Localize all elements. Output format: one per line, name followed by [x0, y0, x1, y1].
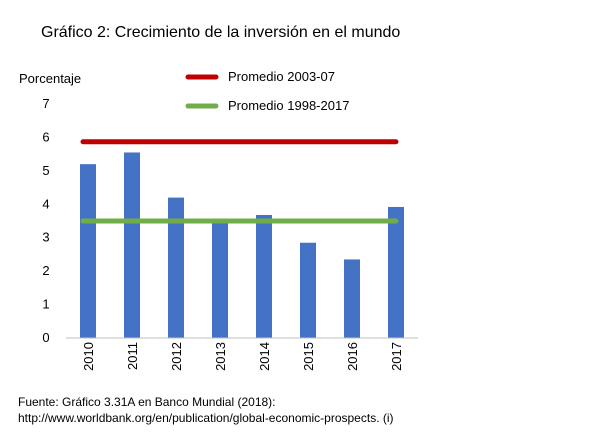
- bar-2014: [256, 214, 272, 338]
- x-tick-label: 2014: [257, 342, 272, 371]
- y-tick-label: 1: [42, 297, 49, 312]
- x-tick-labels: 2010 2011 2012 2013 2014 2015 2016 2017: [81, 342, 404, 371]
- source-note: Fuente: Gráfico 3.31A en Banco Mundial (…: [18, 394, 394, 426]
- bar-2016: [344, 259, 360, 338]
- x-tick-label: 2016: [345, 342, 360, 371]
- bar-2015: [300, 242, 316, 338]
- x-tick-label: 2013: [213, 342, 228, 371]
- reference-lines: [80, 139, 399, 224]
- x-tick-label: 2017: [389, 342, 404, 371]
- x-tick-label: 2015: [301, 342, 316, 371]
- y-tick-label: 3: [42, 230, 49, 245]
- y-tick-label: 0: [42, 330, 49, 345]
- x-tick-label: 2011: [125, 342, 140, 370]
- bar-2010: [80, 164, 96, 338]
- y-tick-label: 4: [42, 196, 49, 211]
- y-axis-label: Porcentaje: [19, 71, 82, 86]
- legend-label: Promedio 2003-07: [228, 69, 335, 84]
- legend: Promedio 2003-07 Promedio 1998-2017: [185, 69, 349, 113]
- bars: [80, 152, 404, 338]
- bar-2017: [388, 206, 404, 338]
- y-tick-label: 7: [42, 96, 49, 111]
- bar-2011: [124, 152, 140, 338]
- chart-title: Gráfico 2: Crecimiento de la inversión e…: [41, 24, 401, 41]
- x-tick-label: 2010: [81, 342, 96, 371]
- legend-label: Promedio 1998-2017: [228, 98, 349, 113]
- source-line-1: Fuente: Gráfico 3.31A en Banco Mundial (…: [18, 395, 276, 409]
- source-line-2: http://www.worldbank.org/en/publication/…: [18, 411, 394, 425]
- y-tick-labels: 0 1 2 3 4 5 6 7: [42, 96, 49, 345]
- y-tick-label: 5: [42, 163, 49, 178]
- bar-2013: [212, 222, 228, 338]
- y-tick-label: 6: [42, 129, 49, 144]
- x-tick-label: 2012: [169, 342, 184, 371]
- y-tick-label: 2: [42, 263, 49, 278]
- bar-2012: [168, 197, 184, 338]
